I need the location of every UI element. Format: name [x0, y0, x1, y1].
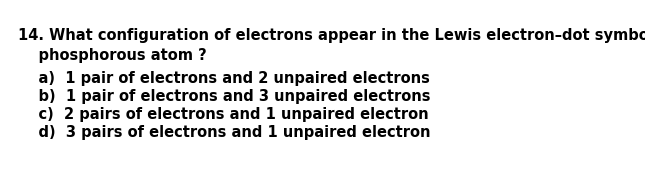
Text: b)  1 pair of electrons and 3 unpaired electrons: b) 1 pair of electrons and 3 unpaired el… — [18, 89, 430, 104]
Text: 14. What configuration of electrons appear in the Lewis electron–dot symbol for : 14. What configuration of electrons appe… — [18, 28, 645, 43]
Text: c)  2 pairs of electrons and 1 unpaired electron: c) 2 pairs of electrons and 1 unpaired e… — [18, 107, 429, 122]
Text: d)  3 pairs of electrons and 1 unpaired electron: d) 3 pairs of electrons and 1 unpaired e… — [18, 125, 430, 140]
Text: a)  1 pair of electrons and 2 unpaired electrons: a) 1 pair of electrons and 2 unpaired el… — [18, 71, 430, 86]
Text: phosphorous atom ?: phosphorous atom ? — [18, 48, 207, 63]
